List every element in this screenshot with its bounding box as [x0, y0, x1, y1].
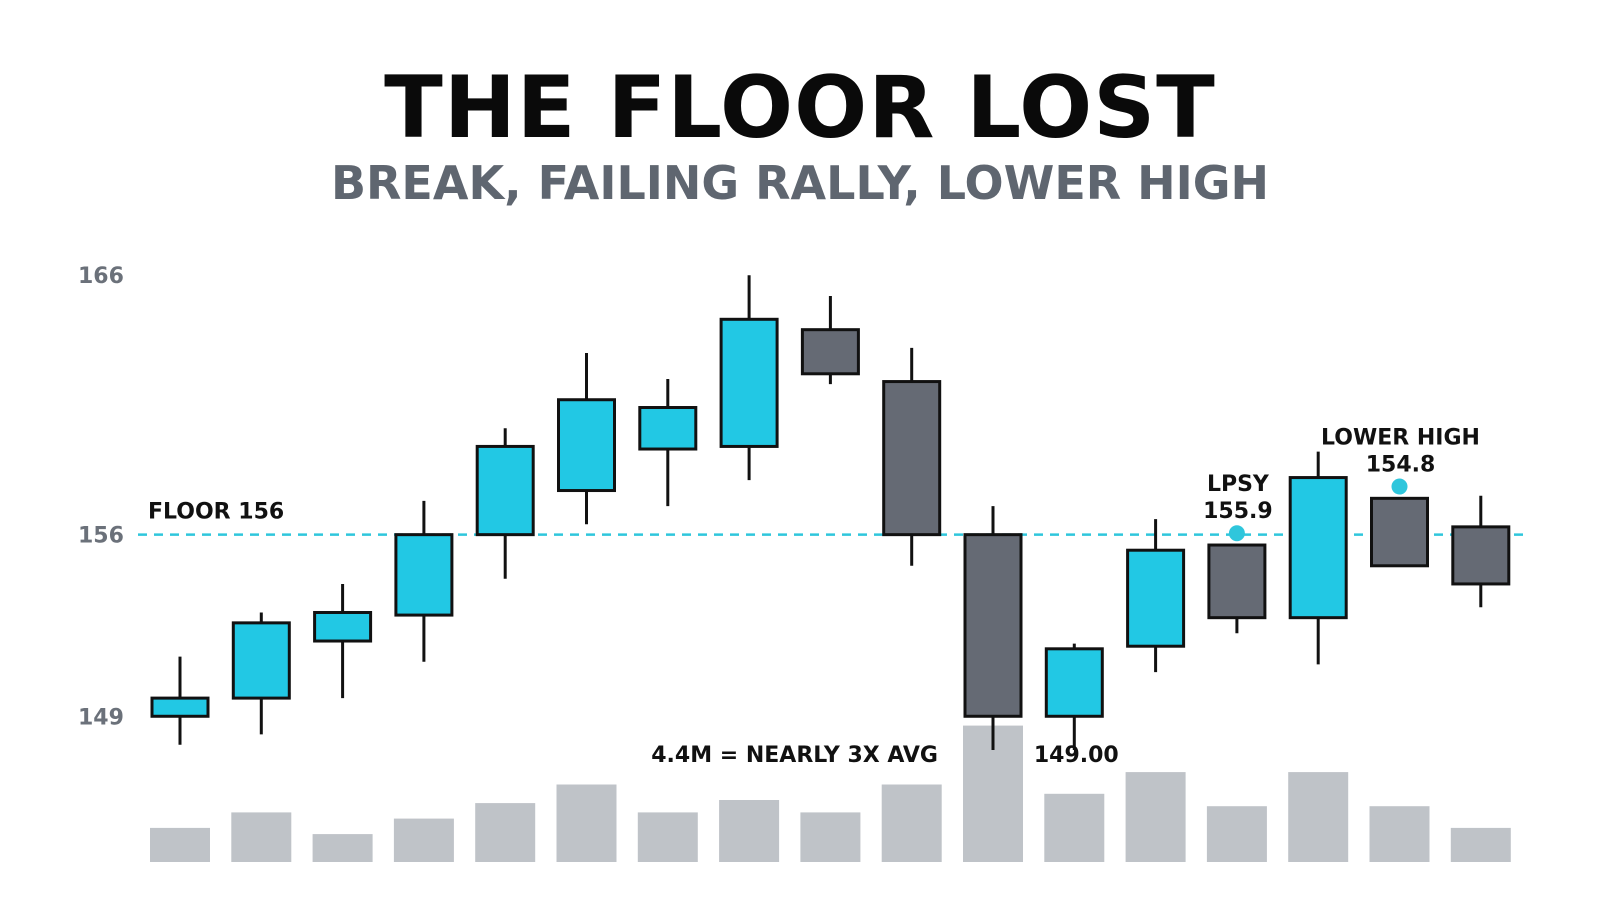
floor-label: FLOOR 156 [148, 500, 284, 525]
candle-body [1126, 548, 1186, 648]
volume-bar [556, 784, 617, 862]
candle-body [394, 533, 454, 617]
candle [1044, 643, 1104, 750]
volume-bar [1125, 772, 1186, 862]
chart-subtitle: BREAK, FAILING RALLY, LOWER HIGH [330, 156, 1270, 210]
candle-body [475, 444, 535, 537]
y-tick-label: 149 [78, 705, 124, 730]
candle [1126, 519, 1186, 673]
marker-label-line: LPSY [1207, 472, 1270, 497]
candle [638, 378, 698, 507]
candle-body [557, 398, 616, 493]
volume-bar [1044, 793, 1105, 862]
candle [1451, 495, 1511, 608]
volume-bar [1288, 772, 1349, 862]
candle-body [1288, 476, 1348, 620]
low-price-label: 149.00 [1034, 743, 1119, 768]
volume-bar [231, 812, 292, 862]
candle [150, 656, 210, 745]
candle-body [231, 621, 291, 700]
candle [475, 428, 535, 579]
marker-label-line: 154.8 [1366, 453, 1436, 478]
candle [1288, 451, 1348, 665]
candle-body [638, 406, 698, 451]
volume-bar [312, 834, 373, 862]
candle-body [150, 696, 210, 718]
volume-bar [150, 827, 210, 862]
candle [1207, 543, 1267, 634]
marker-label-line: 155.9 [1203, 499, 1273, 524]
candle [394, 500, 454, 662]
y-tick-label: 156 [78, 524, 124, 549]
candle-body [1451, 525, 1511, 586]
candle [882, 347, 942, 566]
candle [963, 506, 1023, 750]
marker-label-line: LOWER HIGH [1321, 426, 1480, 451]
marker-dot [1391, 478, 1408, 495]
candle [800, 295, 860, 385]
candle-body [882, 380, 942, 537]
volume-bar [1206, 806, 1267, 862]
volume-annotation: 4.4M = NEARLY 3X AVG [651, 743, 938, 768]
volume-bar [719, 800, 780, 862]
candle [557, 353, 616, 525]
volume-bar [881, 784, 942, 862]
volume-bar [800, 812, 861, 862]
candle-body [963, 533, 1023, 718]
candle-body [1044, 647, 1104, 718]
candle [231, 612, 291, 735]
candle-body [313, 610, 373, 643]
candle-body [719, 317, 779, 448]
candle [719, 275, 779, 481]
marker-label: LPSY 155.9 [1203, 472, 1273, 524]
volume-bar [475, 803, 536, 862]
candle [313, 583, 373, 699]
volume-bar [1450, 827, 1511, 862]
volume-bar [637, 812, 698, 862]
volume-bar [393, 818, 454, 862]
marker-dot [1228, 525, 1245, 542]
marker-label: LOWER HIGH 154.8 [1321, 426, 1480, 478]
volume-bar [1369, 806, 1430, 862]
candle-body [1370, 496, 1429, 568]
y-tick-label: 166 [78, 264, 124, 289]
candle-body [1207, 543, 1267, 620]
chart-title: THE FLOOR LOST [384, 58, 1216, 158]
candle [1370, 496, 1429, 568]
candle-body [800, 328, 860, 376]
